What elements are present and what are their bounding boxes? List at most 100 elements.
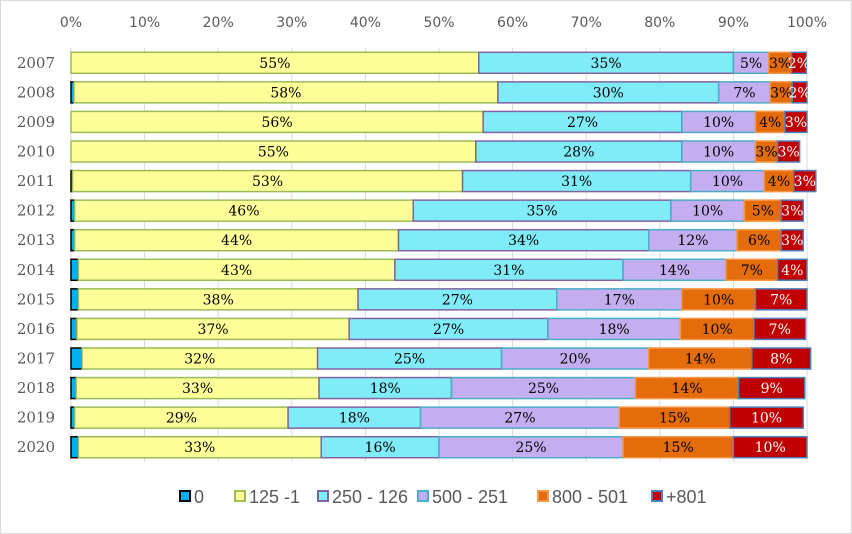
data-label: 33%	[184, 440, 215, 456]
bar-segment	[793, 169, 817, 193]
data-label: 30%	[593, 85, 624, 101]
y-tick-label: 2014	[17, 261, 55, 279]
x-tick-label: 10%	[129, 15, 160, 31]
data-label: 31%	[493, 263, 524, 279]
data-label: 27%	[433, 322, 464, 338]
bar-segment	[784, 110, 808, 134]
data-label: 18%	[370, 381, 401, 397]
bar-segment	[70, 376, 77, 400]
data-label: 10%	[703, 145, 734, 161]
data-label: 12%	[677, 233, 708, 249]
bar-segment	[791, 81, 808, 104]
data-label: 7%	[769, 322, 791, 338]
data-label: 27%	[442, 292, 473, 308]
data-label: 7%	[733, 85, 755, 101]
bar-segment	[780, 199, 805, 222]
data-label: 3%	[755, 145, 777, 161]
data-label: 5%	[752, 204, 774, 220]
bar-segment	[70, 435, 80, 459]
data-label: 2%	[788, 56, 810, 72]
data-label: 10%	[702, 322, 733, 338]
data-label: 3%	[770, 85, 792, 101]
legend-label: 0	[194, 487, 204, 507]
data-label: 10%	[703, 115, 734, 131]
data-label: 33%	[182, 381, 213, 397]
bar-segment	[753, 317, 807, 341]
y-tick-label: 2008	[17, 83, 55, 101]
data-label: 4%	[781, 263, 803, 279]
data-label: 56%	[262, 115, 293, 131]
data-label: 17%	[604, 292, 635, 308]
bar-segment	[776, 258, 808, 282]
data-label: 43%	[221, 263, 252, 279]
data-label: 4%	[768, 174, 790, 190]
y-tick-label: 2013	[17, 231, 55, 249]
data-label: 31%	[561, 174, 592, 190]
data-label: 6%	[748, 233, 770, 249]
data-label: 3%	[794, 174, 816, 190]
bar-segment	[754, 288, 808, 311]
bar-segment	[732, 435, 808, 459]
legend-swatch	[651, 490, 663, 502]
data-label: 15%	[659, 411, 690, 427]
data-label: 10%	[755, 440, 786, 456]
data-label: 7%	[770, 292, 792, 308]
legend-swatch	[234, 490, 246, 502]
legend-label: 500 - 251	[432, 487, 508, 507]
data-label: 10%	[692, 204, 723, 220]
y-tick-label: 2020	[17, 438, 55, 456]
data-label: 55%	[259, 56, 290, 72]
y-tick-label: 2016	[17, 320, 55, 338]
x-tick-label: 30%	[276, 15, 307, 31]
y-tick-label: 2009	[17, 113, 55, 131]
data-label: 14%	[671, 381, 702, 397]
bar-segment	[70, 288, 80, 311]
y-tick-label: 2012	[17, 202, 55, 220]
y-tick-label: 2010	[17, 143, 55, 161]
data-label: 38%	[203, 292, 234, 308]
data-label: 10%	[751, 411, 782, 427]
bar-segment	[776, 140, 801, 163]
data-label: 53%	[252, 174, 283, 190]
bar-segment	[751, 347, 812, 370]
data-label: 8%	[770, 352, 792, 368]
data-label: 35%	[591, 56, 622, 72]
data-label: 27%	[504, 411, 535, 427]
bar-segment	[780, 228, 805, 252]
y-tick-label: 2007	[17, 54, 55, 72]
data-label: 18%	[599, 322, 630, 338]
data-label: 10%	[703, 292, 734, 308]
data-label: 46%	[228, 204, 259, 220]
data-label: 7%	[741, 263, 763, 279]
data-label: 5%	[740, 56, 762, 72]
x-tick-label: 0%	[60, 15, 82, 31]
bar-segment	[737, 376, 806, 400]
legend-label: 800 - 501	[552, 487, 628, 507]
data-label: 32%	[184, 352, 215, 368]
data-label: 35%	[526, 204, 557, 220]
x-tick-label: 20%	[203, 15, 234, 31]
data-label: 4%	[759, 115, 781, 131]
bar-segment	[790, 51, 808, 75]
data-label: 55%	[258, 145, 289, 161]
data-label: 25%	[515, 440, 546, 456]
legend-label: +801	[666, 487, 707, 507]
y-tick-label: 2019	[17, 409, 55, 427]
x-tick-label: 70%	[571, 15, 602, 31]
y-tick-label: 2017	[17, 350, 55, 368]
data-label: 25%	[394, 352, 425, 368]
x-tick-label: 80%	[644, 15, 675, 31]
bar-segment	[70, 258, 80, 282]
data-label: 3%	[785, 115, 807, 131]
data-label: 58%	[270, 85, 301, 101]
bar-segment	[70, 317, 78, 341]
data-label: 3%	[781, 204, 803, 220]
data-label: 3%	[769, 56, 791, 72]
data-label: 29%	[166, 411, 197, 427]
legend-swatch	[317, 490, 329, 502]
y-tick-label: 2015	[17, 290, 55, 308]
bar-segment	[728, 406, 805, 429]
data-label: 2%	[789, 85, 811, 101]
data-label: 14%	[685, 352, 716, 368]
